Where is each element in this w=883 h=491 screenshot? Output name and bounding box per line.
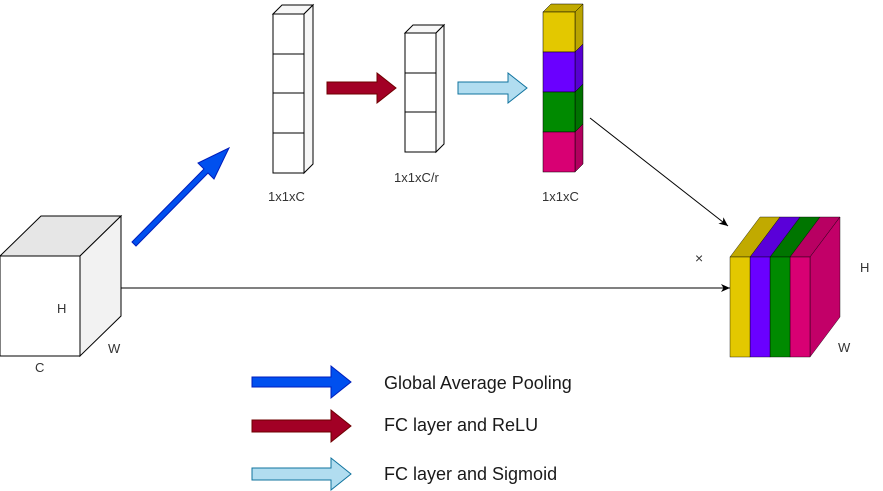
excitation-cell-magenta [542,131,576,173]
output-slice-yellow [729,216,781,358]
output-cube-w-label: W [838,340,851,355]
reduced-vector-label: 1x1xC/r [394,170,439,185]
reduced-vector-cell [404,111,437,153]
reduced-vector-cell [404,72,437,113]
legend: Global Average Pooling FC layer and ReLU… [251,364,572,491]
input-feature-cube: H W C [0,214,123,375]
squeeze-vector-cell [272,13,305,55]
legend-arrow-fc-sigmoid [251,456,352,491]
squeeze-vector: 1x1xC [268,3,315,204]
excitation-cell-green [542,91,576,133]
output-slice-magenta [789,216,841,358]
fc-relu-arrow [326,71,397,105]
legend-label-global-average-pooling: Global Average Pooling [384,373,572,393]
reduced-vector-cell [404,32,437,74]
excitation-cell-yellow [542,11,576,53]
input-cube-c-label: C [35,360,44,375]
excitation-cell-purple [542,51,576,93]
excitation-vector: 1x1xC [542,3,584,204]
excitation-vector-label: 1x1xC [542,189,579,204]
fc-sigmoid-arrow [457,71,528,105]
squeeze-vector-cell [272,53,305,94]
squeeze-vector-cell [272,92,305,134]
legend-label-fc-relu: FC layer and ReLU [384,415,538,435]
legend-label-fc-sigmoid: FC layer and Sigmoid [384,464,557,484]
squeeze-vector-cell [272,132,305,174]
output-slice-green [769,216,821,358]
squeeze-vector-label: 1x1xC [268,189,305,204]
output-feature-cube: H W [729,216,869,358]
scale-connector-arrow [589,117,729,227]
multiply-symbol: × [695,250,703,266]
input-cube-h-label: H [57,301,66,316]
output-slice-purple [749,216,801,358]
input-cube-front-face [0,255,81,357]
legend-arrow-global-average-pooling [251,364,352,400]
reduced-vector: 1x1xC/r [394,23,446,185]
global-average-pooling-arrow [131,146,231,247]
legend-arrow-fc-relu [251,408,352,444]
input-cube-w-label: W [108,341,121,356]
output-cube-h-label: H [860,260,869,275]
